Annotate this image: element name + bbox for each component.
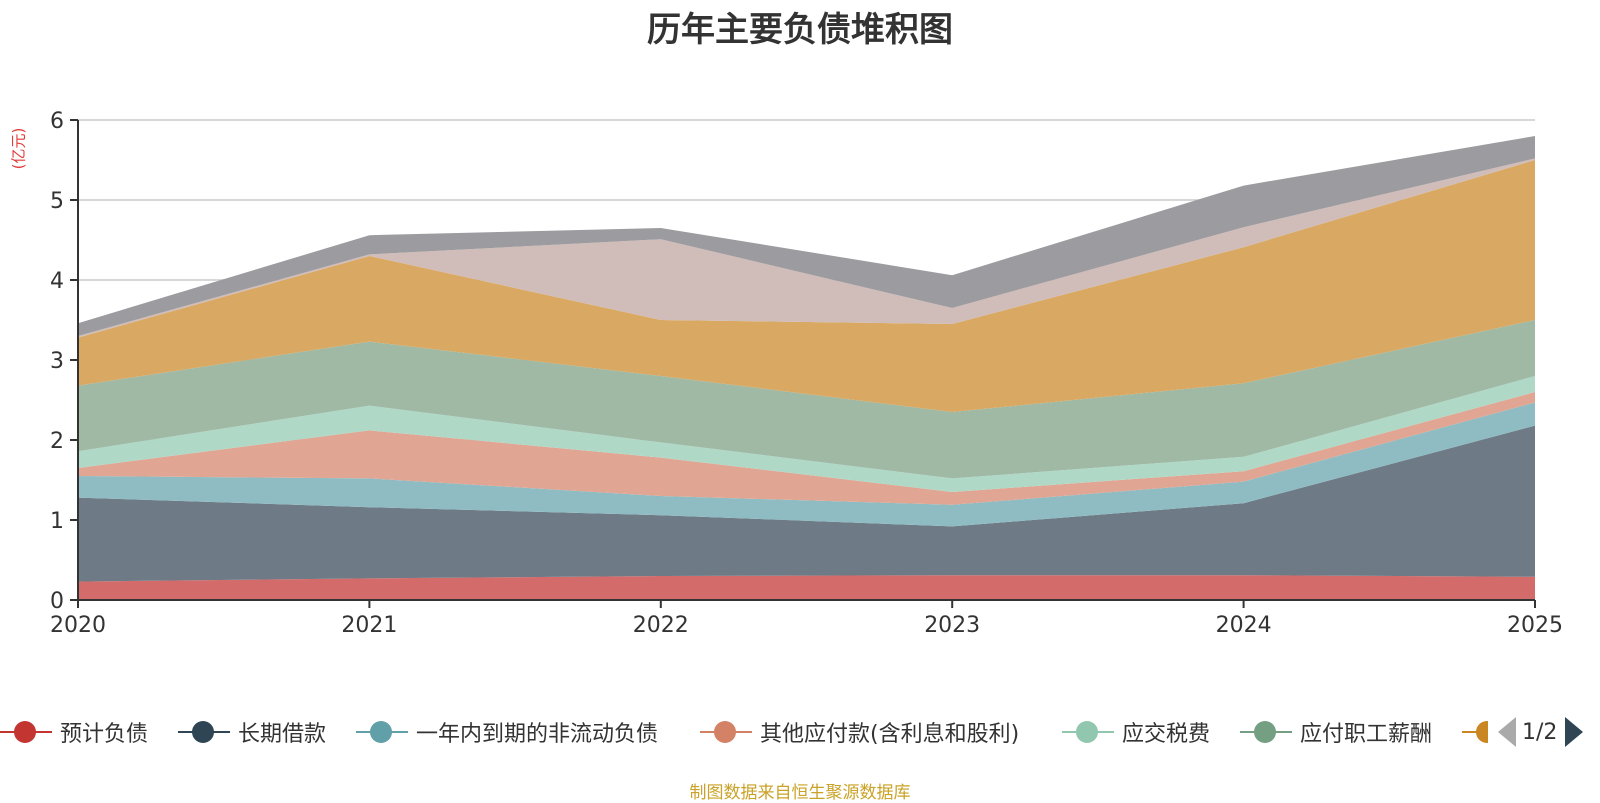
legend-prev-arrow-icon[interactable] <box>1498 717 1516 747</box>
legend-marker-icon <box>356 720 408 744</box>
legend-label: 应交税费 <box>1122 722 1211 747</box>
legend-label: 一年内到期的非流动负债 <box>416 722 659 747</box>
legend-marker-icon <box>700 720 752 744</box>
y-tick-label: 6 <box>50 109 64 134</box>
legend-label: 预计负债 <box>60 722 149 747</box>
x-tick-label: 2022 <box>633 613 689 638</box>
legend-item[interactable]: 长期借款 <box>178 712 326 752</box>
stacked-area-chart: 0 1 2 3 4 5 6 2020 2021 2022 2023 2024 2025 <box>50 109 1563 638</box>
legend[interactable]: 预计负债 长期借款 一年内到期的非流动负债 其他应付款(含利息和股利) 应交税费 应付职工… <box>0 712 1600 752</box>
legend-marker-icon <box>1240 720 1292 744</box>
legend-label: 应付职工薪酬 <box>1300 722 1433 747</box>
y-tick-label: 2 <box>50 429 64 454</box>
y-tick-label: 4 <box>50 269 64 294</box>
legend-item[interactable]: 一年内到期的非流动负债 <box>356 712 658 752</box>
area-series-7 <box>78 158 1535 338</box>
y-tick-label: 3 <box>50 349 64 374</box>
y-tick-label: 0 <box>50 589 64 614</box>
area-series-2 <box>78 402 1535 527</box>
area-series-6 <box>78 160 1535 412</box>
legend-page-indicator: 1/2 <box>1522 719 1558 745</box>
legend-item[interactable]: 应付职工薪酬 <box>1240 712 1432 752</box>
x-tick-label: 2020 <box>50 613 106 638</box>
x-tick-label: 2021 <box>341 613 397 638</box>
area-series-8 <box>78 136 1535 336</box>
y-tick-label: 5 <box>50 189 64 214</box>
x-tick-label: 2024 <box>1216 613 1272 638</box>
legend-pager: 1/2 <box>1498 712 1584 752</box>
x-tick-label: 2023 <box>924 613 980 638</box>
legend-label: 长期借款 <box>238 722 327 747</box>
legend-item[interactable]: 其他应付款(含利息和股利) <box>700 712 1019 752</box>
legend-marker-icon <box>0 720 52 744</box>
area-series-1 <box>78 425 1535 582</box>
area-series-4 <box>78 376 1535 492</box>
legend-label: 其他应付款(含利息和股利) <box>760 722 1020 747</box>
legend-marker-icon <box>178 720 230 744</box>
area-series-3 <box>78 392 1535 505</box>
legend-item[interactable]: 预计负债 <box>0 712 148 752</box>
legend-next-arrow-icon[interactable] <box>1565 717 1584 747</box>
area-series-0 <box>78 575 1535 600</box>
area-series-5 <box>78 320 1535 479</box>
y-tick-label: 1 <box>50 509 64 534</box>
legend-item[interactable]: 应交税费 <box>1062 712 1210 752</box>
data-source-note: 制图数据来自恒生聚源数据库 <box>689 783 911 803</box>
legend-marker-icon <box>1462 720 1488 744</box>
legend-item-partial[interactable] <box>1462 712 1488 752</box>
x-tick-label: 2025 <box>1507 613 1563 638</box>
chart-title: 历年主要负债堆积图 <box>647 10 953 50</box>
legend-marker-icon <box>1062 720 1114 744</box>
